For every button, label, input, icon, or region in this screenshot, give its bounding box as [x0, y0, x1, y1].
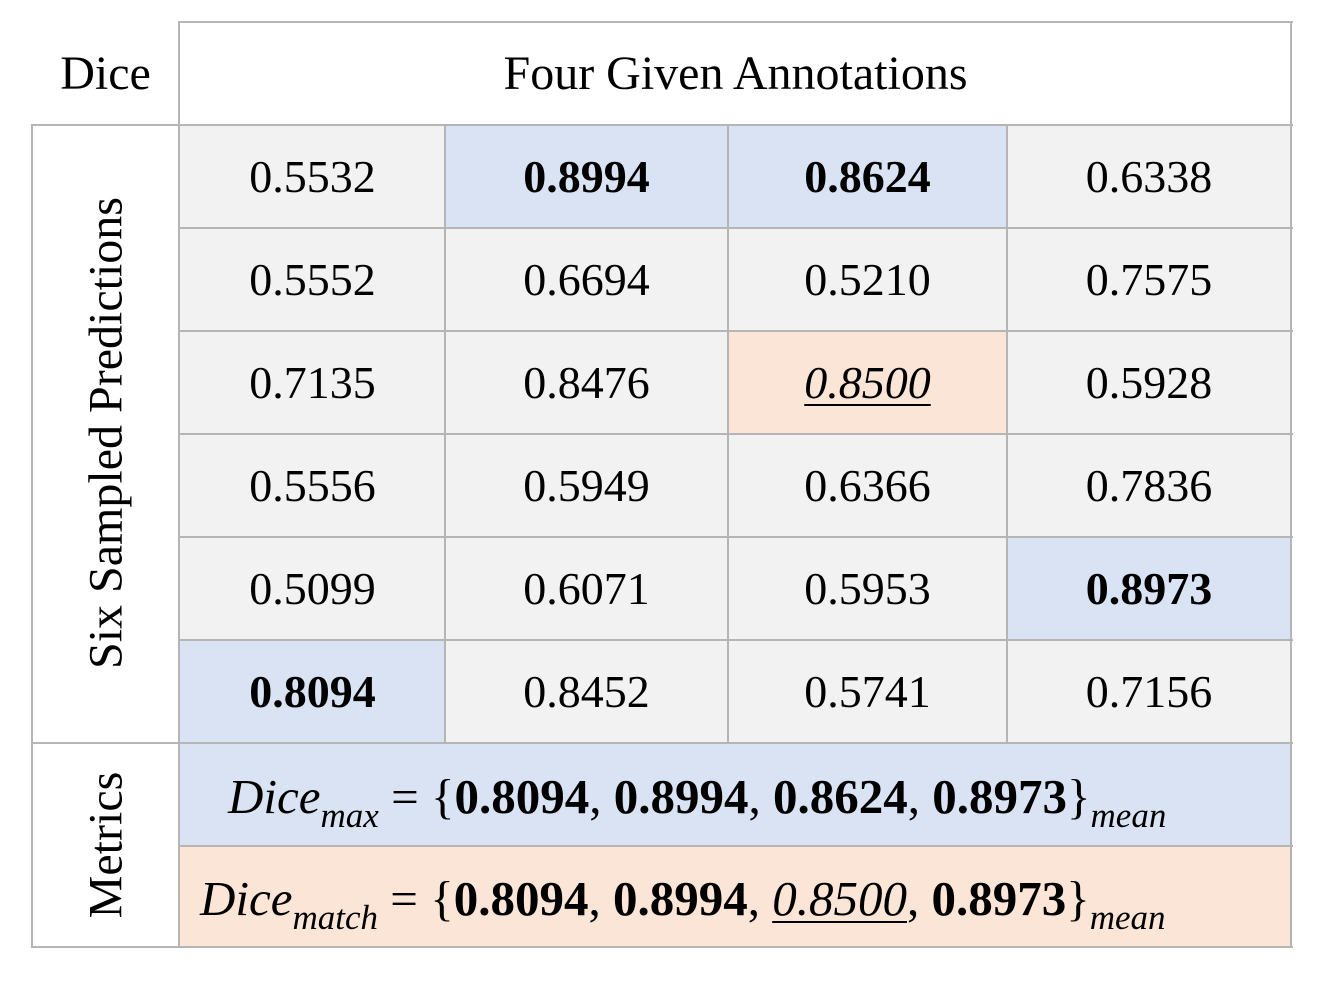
- row-group-label: Six Sampled Predictions: [79, 197, 133, 669]
- dice-value: 0.6071: [523, 563, 650, 614]
- grid-cell-r3-c1: 0.7135: [180, 331, 445, 434]
- dice-value: 0.7575: [1085, 254, 1213, 305]
- grid-cell-r5-c2: 0.6071: [445, 537, 728, 640]
- grid-cell-r4-c1: 0.5556: [180, 434, 445, 537]
- dice-max-value-3: 0.8624: [772, 769, 908, 824]
- mean-subscript: mean: [1090, 796, 1167, 835]
- border-line: [178, 536, 1293, 538]
- dice-max-name: Dice: [228, 769, 321, 824]
- dice-value: 0.7836: [1085, 460, 1213, 511]
- dice-value: 0.5099: [249, 563, 376, 614]
- border-line: [178, 433, 1293, 435]
- grid-cell-r1-c3: 0.8624: [728, 125, 1007, 228]
- dice-value: 0.6338: [1085, 151, 1213, 202]
- border-line: [31, 124, 33, 948]
- grid-cell-r2-c4: 0.7575: [1007, 228, 1291, 331]
- dice-value: 0.5210: [804, 254, 931, 305]
- grid-cell-r4-c3: 0.6366: [728, 434, 1007, 537]
- dice-match-value-2: 0.8994: [612, 871, 748, 926]
- dice-value: 0.8994: [523, 151, 650, 202]
- border-line: [444, 124, 446, 744]
- dice-value: 0.5741: [804, 666, 931, 717]
- grid-cell-r3-c2: 0.8476: [445, 331, 728, 434]
- border-line: [1290, 21, 1292, 948]
- dice-value: 0.5556: [249, 460, 376, 511]
- border-line: [31, 124, 1293, 126]
- border-line: [178, 21, 1293, 23]
- grid-cell-r5-c3: 0.5953: [728, 537, 1007, 640]
- dice-value: 0.5928: [1085, 357, 1213, 408]
- dice-value: 0.6694: [523, 254, 650, 305]
- dice-max-subscript: max: [320, 796, 379, 835]
- dice-value: 0.5532: [249, 151, 376, 202]
- dice-match-row: [180, 846, 1291, 947]
- dice-value: 0.5953: [804, 563, 931, 614]
- dice-value: 0.8624: [804, 151, 931, 202]
- border-line: [178, 21, 180, 948]
- grid-cell-r6-c3: 0.5741: [728, 640, 1007, 743]
- corner-label: Dice: [60, 47, 151, 100]
- dice-max-row: [180, 743, 1291, 845]
- column-header: Four Given Annotations: [503, 47, 968, 100]
- close-brace: }: [1066, 871, 1090, 926]
- open-brace: {: [430, 769, 455, 824]
- grid-cell-r5-c1: 0.5099: [180, 537, 445, 640]
- mean-subscript: mean: [1089, 898, 1166, 937]
- dice-max-formula: Dicemax = {0.8094, 0.8994, 0.8624, 0.897…: [228, 769, 1167, 835]
- dice-value: 0.8973: [1085, 563, 1213, 614]
- equals-sign: =: [391, 769, 419, 824]
- grid-cell-r2-c3: 0.5210: [728, 228, 1007, 331]
- dice-value: 0.5949: [523, 460, 650, 511]
- border-line: [31, 946, 1293, 948]
- grid-cell-r6-c2: 0.8452: [445, 640, 728, 743]
- grid-cell-r3-c4: 0.5928: [1007, 331, 1291, 434]
- border-line: [1006, 124, 1008, 744]
- dice-value: 0.6366: [804, 460, 931, 511]
- border-line: [178, 330, 1293, 332]
- dice-value: 0.8476: [523, 357, 650, 408]
- metrics-label: Metrics: [79, 771, 133, 919]
- dice-value: 0.7156: [1085, 666, 1213, 717]
- dice-max-value-4: 0.8973: [932, 769, 1067, 824]
- dice-value: 0.8500: [804, 357, 931, 408]
- dice-match-value-1: 0.8094: [453, 871, 589, 926]
- grid-cell-r5-c4: 0.8973: [1007, 537, 1291, 640]
- dice-match-formula: Dicematch = {0.8094, 0.8994, 0.8500, 0.8…: [200, 871, 1166, 937]
- grid-cell-r1-c1: 0.5532: [180, 125, 445, 228]
- border-line: [178, 639, 1293, 641]
- grid-cell-r3-c3: 0.8500: [728, 331, 1007, 434]
- grid-cell-r2-c2: 0.6694: [445, 228, 728, 331]
- dice-value: 0.7135: [249, 357, 376, 408]
- grid-cell-r2-c1: 0.5552: [180, 228, 445, 331]
- dice-match-name: Dice: [200, 871, 293, 926]
- border-line: [727, 124, 729, 744]
- grid-cell-r4-c2: 0.5949: [445, 434, 728, 537]
- grid-cell-r4-c4: 0.7836: [1007, 434, 1291, 537]
- dice-match-subscript: match: [292, 898, 379, 937]
- equals-sign: =: [390, 871, 418, 926]
- border-line: [31, 742, 1293, 744]
- dice-max-value-2: 0.8994: [613, 769, 749, 824]
- dice-match-value-3: 0.8500: [772, 871, 907, 926]
- open-brace: {: [430, 871, 454, 926]
- grid-cell-r6-c1: 0.8094: [180, 640, 445, 743]
- grid-cell-r1-c2: 0.8994: [445, 125, 728, 228]
- dice-value: 0.8452: [523, 666, 650, 717]
- dice-value: 0.8094: [249, 666, 376, 717]
- border-line: [178, 227, 1293, 229]
- grid-cell-r1-c4: 0.6338: [1007, 125, 1291, 228]
- dice-max-value-1: 0.8094: [454, 769, 590, 824]
- grid-cell-r6-c4: 0.7156: [1007, 640, 1291, 743]
- dice-value: 0.5552: [249, 254, 376, 305]
- close-brace: }: [1066, 769, 1091, 824]
- dice-match-value-4: 0.8973: [931, 871, 1067, 926]
- border-line: [178, 845, 1293, 847]
